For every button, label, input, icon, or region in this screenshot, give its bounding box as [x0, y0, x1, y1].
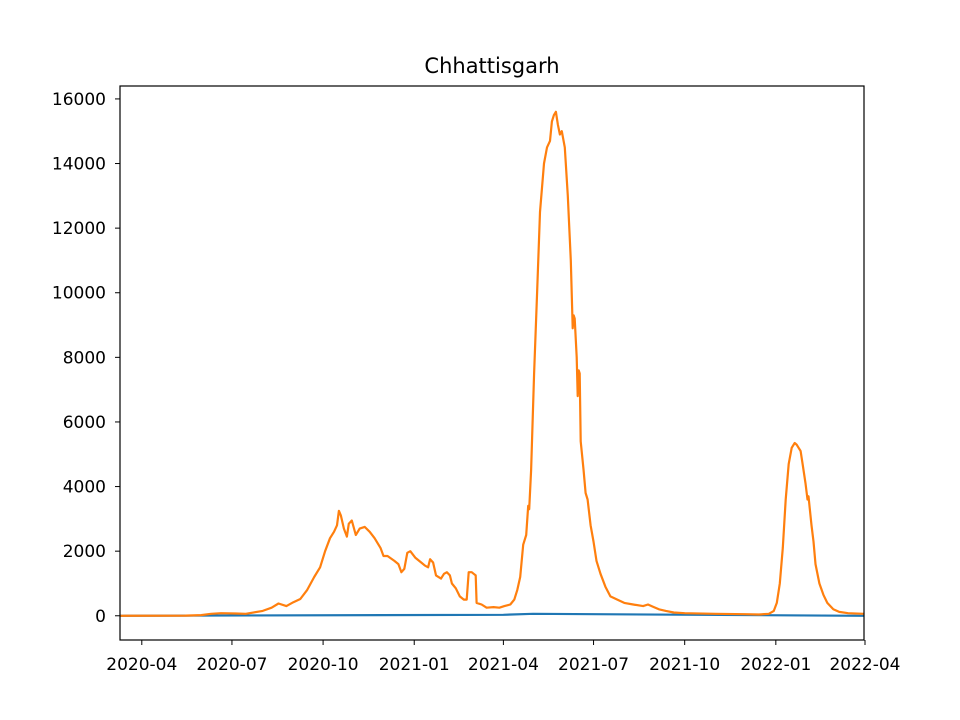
y-axis: 0 2000 4000 6000 8000 10000 12000 14000 16000: [52, 90, 120, 627]
plot-frame: [119, 85, 865, 641]
y-tick-label: 14000: [52, 155, 106, 175]
x-tick-label: 2022-01: [740, 655, 811, 675]
y-tick-label: 10000: [52, 284, 106, 304]
y-tick-label: 8000: [63, 348, 106, 368]
series-layer: [119, 110, 865, 617]
series-line-1: [119, 612, 865, 617]
x-tick-label: 2020-07: [196, 655, 267, 675]
y-tick-label: 16000: [52, 90, 106, 110]
x-tick-label: 2020-10: [288, 655, 359, 675]
y-tick-label: 12000: [52, 219, 106, 239]
x-tick-label: 2020-04: [106, 655, 177, 675]
y-tick-label: 6000: [63, 413, 106, 433]
x-tick-label: 2021-04: [468, 655, 539, 675]
x-tick-label: 2021-07: [558, 655, 629, 675]
x-tick-label: 2021-10: [649, 655, 720, 675]
y-tick-label: 0: [95, 607, 106, 627]
series-line-2: [119, 110, 865, 617]
x-tick-label: 2022-04: [829, 655, 900, 675]
y-tick-label: 2000: [63, 542, 106, 562]
x-axis: 2020-04 2020-07 2020-10 2021-01 2021-04 2021-…: [106, 640, 901, 675]
chart-title: Chhattisgarh: [424, 54, 559, 78]
x-tick-label: 2021-01: [379, 655, 450, 675]
y-tick-label: 4000: [63, 478, 106, 498]
